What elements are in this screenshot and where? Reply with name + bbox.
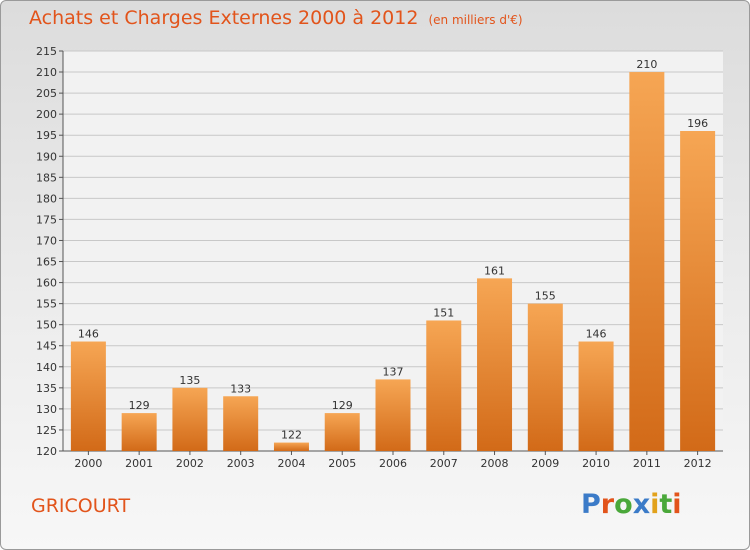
y-tick-label: 210 <box>36 66 57 79</box>
y-tick-label: 215 <box>36 45 57 58</box>
data-label: 146 <box>78 328 99 341</box>
y-tick-label: 130 <box>36 403 57 416</box>
y-tick-label: 175 <box>36 213 57 226</box>
y-tick-label: 200 <box>36 108 57 121</box>
logo-letter: i <box>672 489 682 520</box>
proxiti-logo: Proxiti <box>581 489 682 520</box>
logo-letter: P <box>581 489 601 520</box>
bar-2008 <box>477 278 513 451</box>
unit-note: (en milliers d'€) <box>428 13 523 27</box>
bar-2010 <box>578 341 614 451</box>
data-label: 133 <box>230 382 251 395</box>
y-tick-label: 135 <box>36 382 57 395</box>
x-tick-label: 2000 <box>74 457 102 470</box>
chart-title: Achats et Charges Externes 2000 à 2012 <box>29 7 419 29</box>
logo-letter: t <box>659 489 673 520</box>
y-tick-label: 125 <box>36 424 57 437</box>
bar-2003 <box>223 396 259 451</box>
x-tick-label: 2011 <box>633 457 661 470</box>
data-label: 155 <box>535 290 556 303</box>
bar-2004 <box>273 442 309 451</box>
y-tick-label: 160 <box>36 277 57 290</box>
y-tick-label: 180 <box>36 192 57 205</box>
logo-letter: x <box>632 489 651 520</box>
y-tick-label: 195 <box>36 129 57 142</box>
x-tick-label: 2004 <box>277 457 305 470</box>
x-tick-label: 2008 <box>481 457 509 470</box>
bar-2005 <box>324 413 360 451</box>
y-tick-label: 145 <box>36 340 57 353</box>
data-label: 161 <box>484 264 505 277</box>
y-tick-label: 120 <box>36 445 57 458</box>
data-label: 122 <box>281 429 302 442</box>
data-label: 151 <box>433 306 454 319</box>
data-label: 146 <box>586 328 607 341</box>
logo-letter: i <box>650 489 660 520</box>
x-tick-label: 2005 <box>328 457 356 470</box>
data-label: 129 <box>129 399 150 412</box>
data-label: 135 <box>179 374 200 387</box>
x-tick-label: 2002 <box>176 457 204 470</box>
y-tick-label: 205 <box>36 87 57 100</box>
data-labels: 146 129 135 133 122 129 137 151 161 155 146 210 196 <box>78 58 708 442</box>
bar-2009 <box>527 303 563 451</box>
data-label: 129 <box>332 399 353 412</box>
y-tick-label: 165 <box>36 256 57 269</box>
logo-letter: o <box>614 489 633 520</box>
commune-name: GRICOURT <box>31 495 131 517</box>
x-tick-label: 2007 <box>430 457 458 470</box>
bars <box>70 72 716 451</box>
y-tick-label: 140 <box>36 361 57 374</box>
data-label: 137 <box>383 365 404 378</box>
bar-2011 <box>629 72 665 451</box>
data-label: 210 <box>636 58 657 71</box>
y-tick-label: 185 <box>36 171 57 184</box>
y-tick-label: 170 <box>36 234 57 247</box>
chart-title-block: Achats et Charges Externes 2000 à 2012 (e… <box>29 7 523 29</box>
y-tick-label: 155 <box>36 298 57 311</box>
axes: 120 125 130 135 140 145 150 155 160 165 170 175 180 1… <box>36 45 723 470</box>
bar-2002 <box>172 387 208 451</box>
x-tick-label: 2006 <box>379 457 407 470</box>
bar-2001 <box>121 413 157 451</box>
data-label: 196 <box>687 117 708 130</box>
logo-letter: r <box>600 489 615 520</box>
y-tick-label: 150 <box>36 319 57 332</box>
y-tick-label: 190 <box>36 150 57 163</box>
x-tick-label: 2009 <box>531 457 559 470</box>
x-tick-label: 2003 <box>227 457 255 470</box>
x-tick-label: 2001 <box>125 457 153 470</box>
bar-2006 <box>375 379 411 451</box>
bar-2000 <box>70 341 106 451</box>
x-tick-label: 2012 <box>684 457 712 470</box>
x-tick-label: 2010 <box>582 457 610 470</box>
bar-2007 <box>426 320 462 451</box>
bar-2012 <box>680 131 716 451</box>
